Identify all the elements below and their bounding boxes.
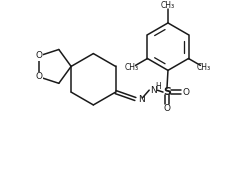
Text: CH₃: CH₃: [197, 63, 211, 72]
Text: N: N: [138, 96, 145, 104]
Text: CH₃: CH₃: [125, 63, 139, 72]
Text: O: O: [35, 72, 43, 81]
Text: O: O: [35, 52, 43, 60]
Text: H: H: [156, 82, 161, 91]
Text: S: S: [163, 87, 171, 97]
Text: N: N: [150, 86, 157, 95]
Text: O: O: [164, 104, 170, 113]
Text: O: O: [182, 88, 189, 97]
Text: CH₃: CH₃: [161, 1, 175, 10]
